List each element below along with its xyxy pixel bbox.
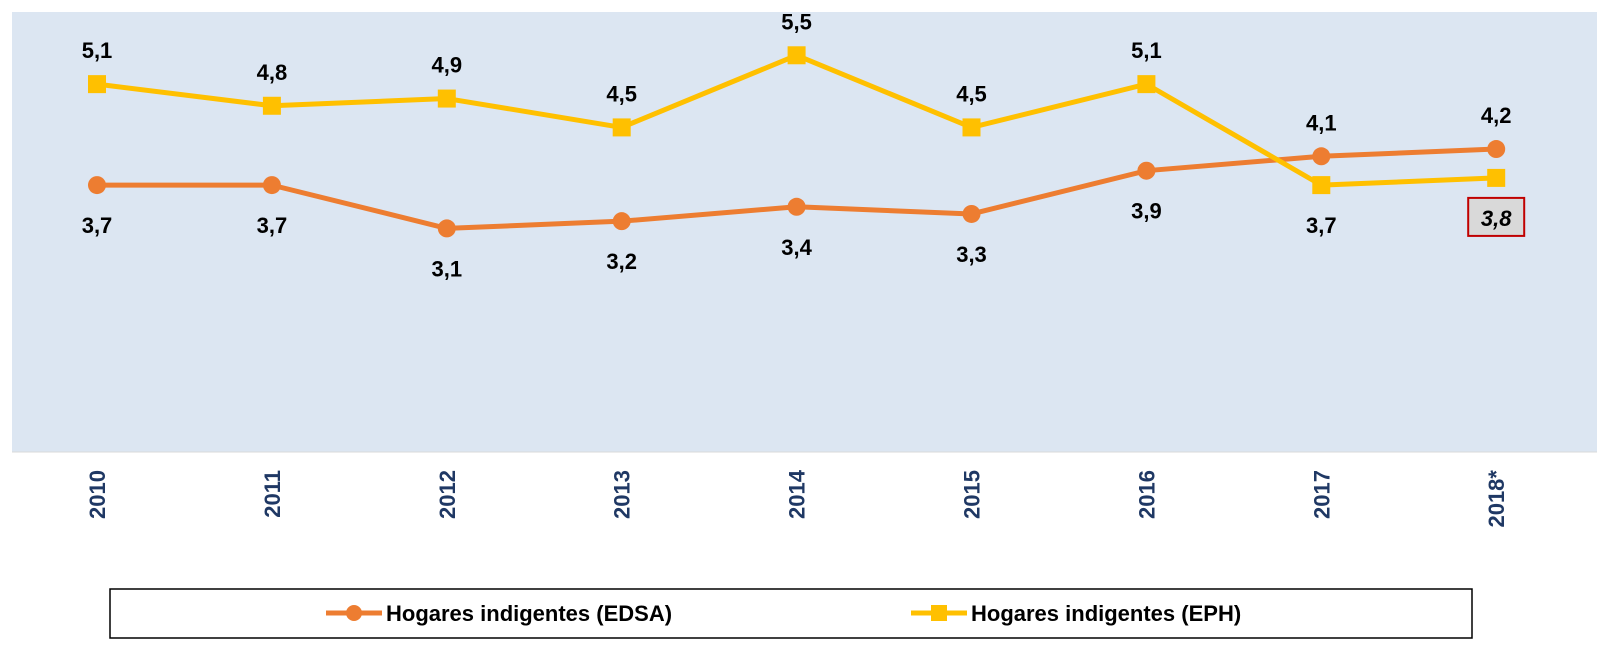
x-tick-label: 2015	[960, 470, 985, 519]
x-tick-label: 2010	[85, 470, 110, 519]
marker	[88, 75, 106, 94]
data-label: 4,5	[606, 81, 637, 106]
data-label: 5,1	[1131, 38, 1162, 63]
data-label: 5,5	[781, 9, 812, 34]
legend-marker	[931, 605, 947, 621]
highlight-box	[1467, 196, 1526, 237]
marker	[1312, 147, 1331, 166]
data-label: 3,7	[82, 213, 113, 238]
marker	[1487, 140, 1506, 159]
marker	[787, 197, 806, 216]
marker	[1487, 168, 1506, 187]
data-label: 3,8	[1481, 206, 1512, 231]
marker	[962, 204, 981, 223]
marker	[612, 212, 631, 231]
marker	[262, 96, 281, 115]
data-label: 3,1	[432, 256, 463, 281]
legend	[109, 588, 1473, 639]
data-label: 3,3	[956, 242, 987, 267]
x-tick-label: 2016	[1134, 470, 1159, 519]
data-label: 3,7	[1306, 213, 1337, 238]
data-label: 4,9	[432, 53, 463, 78]
data-label: 4,2	[1481, 103, 1512, 128]
marker	[1137, 75, 1156, 94]
data-label: 5,1	[82, 38, 113, 63]
marker	[437, 89, 456, 108]
marker	[962, 118, 981, 137]
marker	[787, 46, 806, 65]
x-tick-label: 2018*	[1484, 470, 1509, 528]
legend-label: Hogares indigentes (EPH)	[971, 601, 1241, 626]
marker	[262, 176, 281, 195]
x-tick-label: 2014	[785, 469, 810, 519]
marker	[612, 118, 631, 137]
x-tick-label: 2011	[260, 470, 285, 518]
data-label: 3,4	[781, 235, 812, 260]
x-tick-label: 2012	[435, 470, 460, 519]
legend-marker	[346, 605, 362, 621]
marker	[437, 219, 456, 238]
data-label: 3,7	[257, 213, 288, 238]
data-label: 3,9	[1131, 199, 1162, 224]
data-label: 3,2	[606, 249, 637, 274]
legend-label: Hogares indigentes (EDSA)	[386, 601, 672, 626]
marker	[1312, 176, 1331, 195]
plot-area	[12, 12, 1597, 452]
marker	[88, 176, 106, 195]
data-label: 4,8	[257, 60, 288, 85]
x-tick-label: 2017	[1309, 470, 1334, 519]
marker	[1137, 161, 1156, 180]
data-label: 4,1	[1306, 110, 1337, 135]
x-tick-label: 2013	[610, 470, 635, 519]
data-label: 4,5	[956, 81, 987, 106]
